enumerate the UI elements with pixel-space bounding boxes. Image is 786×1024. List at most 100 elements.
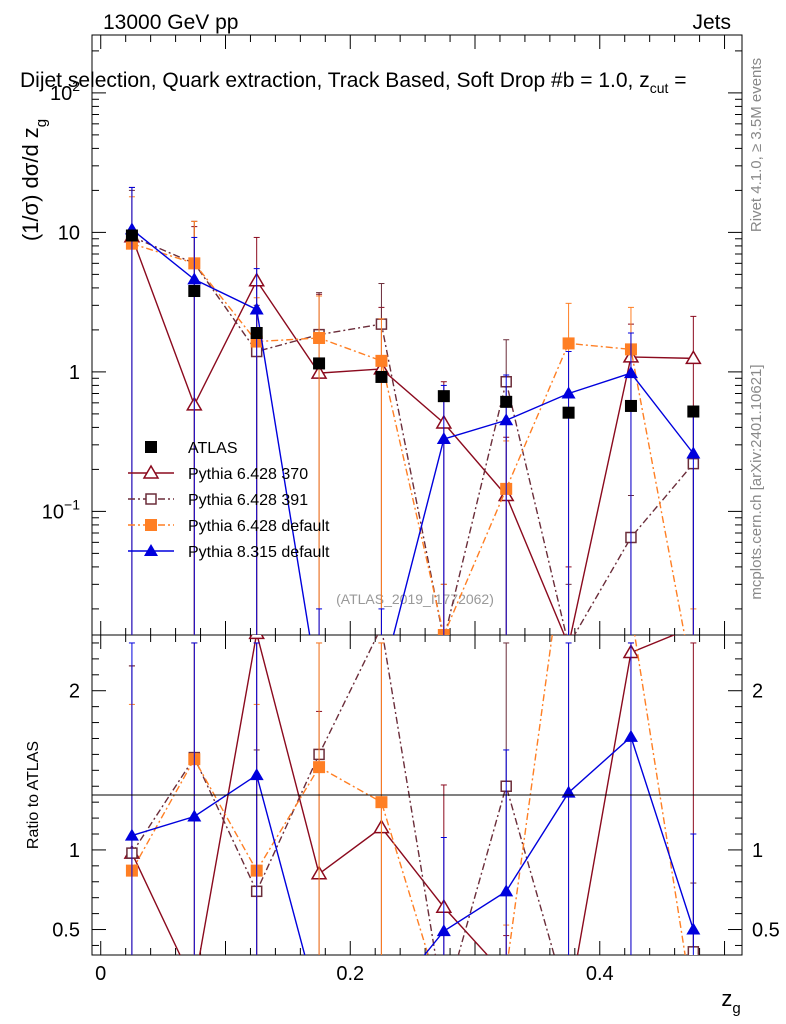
ratio-point [124,828,139,841]
data-point [375,370,388,383]
ratio-point [562,999,576,1011]
data-point [438,634,450,635]
legend-label: Pythia 6.428 370 [188,466,308,483]
x-tick-label: 0.2 [336,963,364,985]
legend-label: ATLAS [188,440,238,457]
legend-marker [142,464,160,479]
x-tick-label: 0.4 [586,963,614,985]
legend-item: Pythia 6.428 370 [128,464,308,483]
ratio-line [131,635,686,955]
legend-marker [145,493,157,505]
ratio-point [564,1001,574,1011]
legend-marker [145,441,157,453]
data-point [250,327,263,340]
ratio-point [312,1001,326,1013]
ratio-point [499,884,514,897]
data-point [685,349,702,365]
ratio-pythia-8-315-default [124,642,701,1013]
series-line [131,236,694,635]
legend-label: Pythia 6.428 391 [188,492,308,509]
series-pythia-6-428-370 [123,186,702,635]
legend-marker [144,544,158,556]
series-line [131,236,694,635]
ratio-point [623,729,638,742]
ratio-point [499,969,513,981]
ratio-point [374,1001,388,1013]
data-point [249,302,264,315]
ratio-line [131,635,676,955]
ratio-axis-label: Ratio to ATLAS [25,741,42,849]
ratio-point [248,635,265,640]
main-series [123,186,702,635]
ratio-point [313,761,326,774]
data-point [437,390,450,403]
y-tick-label: 102 [50,78,80,105]
data-point [562,337,575,350]
y-tick-label: 1 [69,362,80,384]
header-right: Jets [692,11,731,34]
ratio-tick-label-right: 1 [752,840,763,862]
data-point [313,331,326,344]
ratio-point [436,924,451,937]
series-atlas [125,229,700,419]
ratio-series [123,635,701,1013]
ratio-point [687,1001,699,1013]
legend-label: Pythia 6.428 default [188,518,330,535]
data-point [375,354,388,367]
y-axis-label: (1/σ) dσ/d zg [18,119,50,241]
ratio-point [686,922,701,935]
mcplots-note: mcplots.cern.ch [arXiv:2401.10621] [748,364,765,599]
rivet-note: Rivet 4.1.0, ≥ 3.5M events [748,58,765,232]
axis-ticks [92,35,742,955]
series-line [131,243,686,635]
ratio-pythia-6-428-default [125,635,699,1013]
legend-item: ATLAS [145,440,238,457]
legend-label: Pythia 8.315 default [188,544,330,561]
ratio-point [249,768,264,781]
x-axis-label: zg [721,986,740,1017]
header-left: 13000 GeV pp [103,11,238,34]
y-tick-label: 10 [58,222,80,244]
data-point [313,357,326,370]
legend-item: Pythia 6.428 391 [128,492,308,509]
ratio-tick-label-right: 0.5 [752,920,780,942]
plot-title: Dijet selection, Quark extraction, Track… [20,69,687,96]
series-pythia-8-315-default [124,186,701,635]
ratio-point [439,1001,449,1011]
ratio-tick-label: 0.5 [52,920,80,942]
legend-item: Pythia 8.315 default [128,544,330,561]
ratio-line [131,635,694,955]
data-point [125,229,138,242]
ratio-pythia-6-428-391 [126,635,700,1011]
legend-marker [145,519,157,531]
ratio-point [187,809,202,822]
data-point [187,272,202,285]
data-point [436,432,451,445]
legend: ATLAS Pythia 6.428 370 Pythia 6.428 391 Pyt… [128,440,330,561]
series-pythia-6-428-391 [126,189,700,635]
data-point [500,395,513,408]
data-point [686,446,701,459]
data-point [499,413,514,426]
x-tick-label: 0 [95,963,106,985]
ratio-point [187,978,201,990]
ratio-line [131,735,695,955]
ratio-tick-label: 1 [69,840,80,862]
legend-item: Pythia 6.428 default [128,518,330,535]
data-point [623,366,638,379]
ratio-point [626,987,636,997]
data-point [687,405,700,418]
ratio-point [375,796,388,809]
ratio-point [438,1000,450,1012]
data-point [624,399,637,412]
data-point [561,386,576,399]
analysis-watermark: (ATLAS_2019_I1772062) [336,591,494,607]
data-point [562,406,575,419]
data-point [188,285,201,298]
ratio-tick-label-right: 2 [752,681,763,703]
ratio-tick-label: 2 [69,681,80,703]
axis-tick-labels: 0 0.2 0.4 10−1 1 10 102 0.5 0.5 1 1 2 2 [42,78,780,985]
ratio-pythia-6-428-370 [123,635,697,1011]
ratio-point [500,965,512,977]
